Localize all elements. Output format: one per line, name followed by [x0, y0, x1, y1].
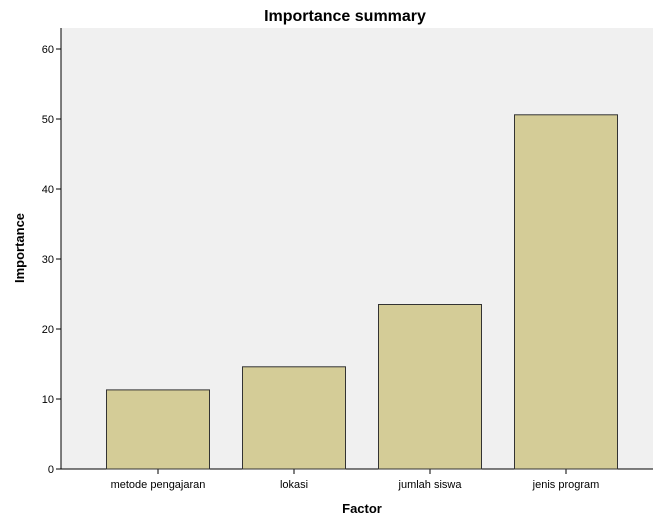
x-tick-label: jenis program: [532, 479, 600, 491]
bar: [378, 304, 482, 470]
bar: [106, 389, 210, 470]
y-axis: 0 10 20 30 40 50 60: [42, 28, 62, 476]
y-tick-label: 10: [42, 394, 54, 406]
x-axis-label: Factor: [342, 501, 382, 516]
x-tick-label: lokasi: [280, 479, 308, 491]
x-tick-label: jumlah siswa: [398, 479, 463, 491]
x-tick-label: metode pengajaran: [111, 479, 206, 491]
bar: [514, 114, 618, 470]
y-axis-label: Importance: [12, 213, 27, 283]
bar: [242, 366, 346, 470]
y-tick-label: 40: [42, 184, 54, 196]
y-tick-label: 30: [42, 254, 54, 266]
bar-series: [106, 114, 618, 470]
y-tick-label: 20: [42, 324, 54, 336]
y-tick-label: 0: [48, 464, 54, 476]
y-tick-label: 60: [42, 44, 54, 56]
y-tick-label: 50: [42, 114, 54, 126]
chart-title: Importance summary: [264, 8, 426, 25]
